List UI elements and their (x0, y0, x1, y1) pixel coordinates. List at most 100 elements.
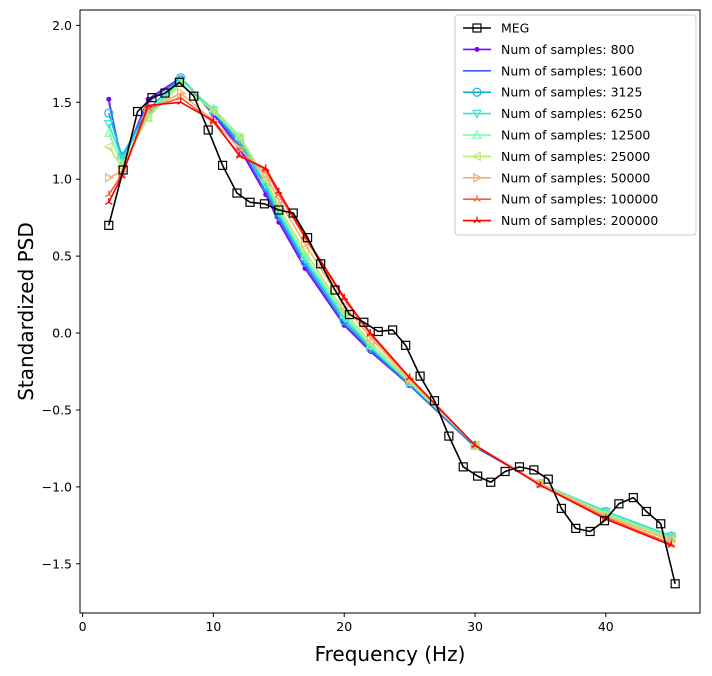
data-point (486, 477, 496, 487)
data-point (232, 188, 242, 198)
data-point (209, 116, 218, 124)
y-axis-label: Standardized PSD (14, 222, 38, 401)
data-point (234, 132, 244, 143)
data-point (471, 109, 483, 119)
data-point (189, 91, 199, 101)
data-point (401, 340, 411, 350)
data-point (106, 96, 112, 102)
data-point (142, 112, 154, 122)
legend-label: Num of samples: 100000 (501, 192, 658, 207)
y-tick-label: 2.0 (52, 18, 72, 33)
legend-label: Num of samples: 200000 (501, 213, 658, 228)
x-tick-label: 10 (205, 619, 221, 634)
data-point (473, 172, 483, 183)
legend-label: Num of samples: 3125 (501, 85, 642, 100)
data-point (473, 195, 481, 202)
data-point (103, 120, 114, 130)
data-point (656, 519, 666, 529)
data-point (217, 160, 228, 170)
data-point (245, 197, 255, 207)
data-point (174, 77, 185, 87)
y-tick-label: 1.5 (52, 95, 72, 110)
legend-label: Num of samples: 1600 (501, 63, 642, 78)
y-tick-label: −0.5 (42, 402, 72, 417)
data-point (543, 474, 553, 484)
series-layer (103, 73, 680, 589)
data-point (203, 125, 213, 135)
data-point (275, 187, 283, 195)
data-point (275, 195, 285, 206)
data-point (330, 285, 340, 295)
data-point (500, 466, 510, 477)
legend-label: Num of samples: 25000 (501, 149, 650, 164)
data-point (373, 326, 383, 337)
data-point (614, 499, 624, 509)
data-point (667, 541, 676, 548)
data-point (132, 106, 143, 117)
data-point (142, 112, 152, 123)
legend-label: Num of samples: 800 (501, 42, 634, 57)
data-point (104, 220, 114, 230)
y-tick-label: −1.0 (42, 479, 72, 494)
data-point (118, 165, 128, 175)
data-point (316, 259, 326, 269)
legend: MEG Num of samples: 800 Num of samples: 16… (454, 14, 697, 236)
legend-entry: Num of samples: 800 (463, 42, 634, 57)
data-point (670, 579, 680, 589)
data-point (261, 164, 270, 172)
legend-entry: Num of samples: 200000 (463, 213, 658, 228)
data-point (176, 93, 185, 101)
data-point (104, 108, 114, 118)
legend-entry: MEG (463, 21, 529, 36)
data-point (259, 199, 270, 209)
legend-entry: Num of samples: 50000 (463, 170, 650, 185)
data-point (628, 493, 638, 503)
legend-entry: Num of samples: 25000 (463, 149, 650, 164)
data-point (388, 325, 398, 335)
data-point (359, 317, 369, 327)
ticks-layer: 0 10 20 30 40 −1.5 −1.0 −0.5 0.0 0.5 1.0 1.5 2.0 (42, 18, 614, 634)
data-point (103, 141, 113, 152)
x-tick-label: 30 (467, 619, 483, 634)
data-point (641, 506, 651, 517)
data-point (585, 526, 595, 537)
legend-label: Num of samples: 12500 (501, 128, 650, 143)
x-tick-label: 40 (598, 619, 614, 634)
data-point (472, 23, 482, 33)
legend-label: Num of samples: 50000 (501, 170, 650, 185)
x-tick-label: 20 (336, 619, 352, 634)
data-point (104, 198, 113, 205)
data-point (471, 151, 481, 162)
series-line (108, 81, 676, 584)
data-point (405, 373, 414, 381)
legend-entry: Num of samples: 6250 (463, 106, 642, 121)
data-point (429, 396, 440, 406)
y-tick-label: 1.0 (52, 172, 72, 187)
series-0 (104, 77, 680, 589)
data-point (471, 129, 483, 139)
data-point (235, 143, 245, 154)
data-point (458, 462, 468, 472)
x-axis-label: Frequency (Hz) (315, 642, 466, 666)
data-point (599, 516, 610, 526)
data-point (299, 246, 309, 257)
series-line (108, 101, 672, 547)
legend-entry: Num of samples: 3125 (463, 85, 642, 100)
data-point (261, 169, 271, 180)
data-point (556, 503, 566, 513)
data-point (472, 87, 482, 97)
legend-entry: Num of samples: 100000 (463, 192, 658, 207)
data-point (473, 471, 483, 481)
data-point (571, 523, 581, 533)
data-point (444, 431, 454, 441)
data-point (471, 441, 479, 448)
data-point (473, 216, 481, 224)
data-point (288, 208, 298, 218)
data-point (536, 481, 545, 488)
legend-entry: Num of samples: 12500 (463, 128, 650, 143)
data-point (514, 462, 525, 472)
data-point (415, 371, 425, 381)
data-point (474, 46, 480, 52)
y-tick-label: 0.5 (52, 249, 72, 264)
